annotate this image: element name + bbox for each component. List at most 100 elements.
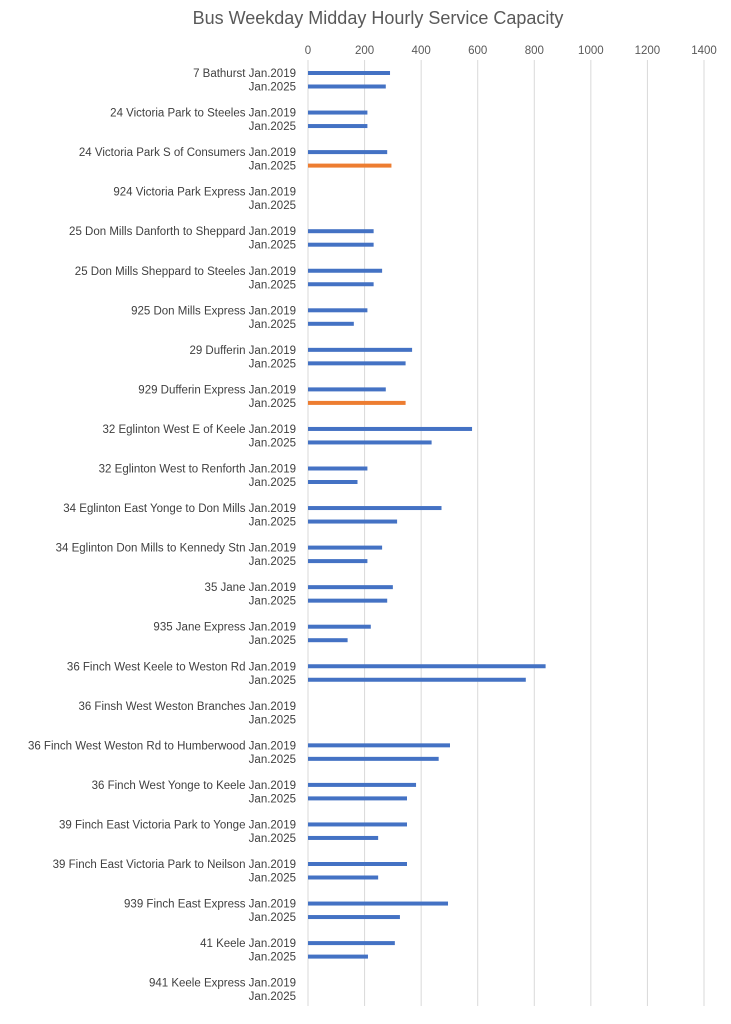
bar xyxy=(308,756,439,761)
bar xyxy=(308,308,368,313)
category-label: Jan.2025 xyxy=(249,714,296,726)
bars xyxy=(308,71,546,959)
bar xyxy=(308,387,386,392)
bar xyxy=(308,915,400,920)
category-label: Jan.2025 xyxy=(249,873,296,885)
bar xyxy=(308,466,368,471)
bar xyxy=(308,941,395,946)
category-label: Jan.2025 xyxy=(249,121,296,133)
bar xyxy=(308,150,388,155)
bar xyxy=(308,519,398,524)
bar xyxy=(308,743,450,748)
bar xyxy=(308,559,368,564)
bar xyxy=(308,347,413,352)
category-label: 939 Finch East Express Jan.2019 xyxy=(124,899,296,911)
category-label: Jan.2025 xyxy=(249,833,296,845)
bar xyxy=(308,163,392,168)
category-label: 36 Finsh West Weston Branches Jan.2019 xyxy=(78,701,296,713)
category-label: Jan.2025 xyxy=(249,279,296,291)
category-label: Jan.2025 xyxy=(249,556,296,568)
bar xyxy=(308,480,358,484)
category-label: Jan.2025 xyxy=(249,754,296,766)
bar xyxy=(308,862,407,866)
category-label: Jan.2025 xyxy=(249,952,296,964)
x-tick-label: 600 xyxy=(468,45,487,57)
category-label: Jan.2025 xyxy=(249,991,296,1003)
x-tick-label: 400 xyxy=(412,45,431,57)
x-tick-label: 200 xyxy=(355,45,374,57)
category-label: Jan.2025 xyxy=(249,200,296,212)
chart-title: Bus Weekday Midday Hourly Service Capaci… xyxy=(193,8,564,28)
category-label: 924 Victoria Park Express Jan.2019 xyxy=(113,187,296,199)
category-label: Jan.2025 xyxy=(249,675,296,687)
category-label: 25 Don Mills Danforth to Sheppard Jan.20… xyxy=(69,226,296,238)
bar xyxy=(308,624,371,629)
category-label: 35 Jane Jan.2019 xyxy=(205,582,296,594)
category-label: 929 Dufferin Express Jan.2019 xyxy=(138,384,296,396)
category-label: Jan.2025 xyxy=(249,437,296,449)
bar xyxy=(308,875,379,880)
bar xyxy=(308,242,374,247)
x-tick-label: 0 xyxy=(305,45,311,57)
bar xyxy=(308,677,526,682)
bar xyxy=(308,400,406,405)
category-label: 36 Finch West Weston Rd to Humberwood Ja… xyxy=(28,740,296,752)
category-label: 7 Bathurst Jan.2019 xyxy=(193,68,296,80)
gridlines xyxy=(307,60,705,1006)
bar xyxy=(308,782,417,787)
bar xyxy=(308,440,432,445)
category-label: 36 Finch West Yonge to Keele Jan.2019 xyxy=(92,780,296,792)
category-label: 935 Jane Express Jan.2019 xyxy=(153,622,296,634)
bar xyxy=(308,598,388,603)
category-label: 34 Eglinton Don Mills to Kennedy Stn Jan… xyxy=(56,543,296,555)
category-label: 36 Finch West Keele to Weston Rd Jan.201… xyxy=(67,661,296,673)
category-label: 29 Dufferin Jan.2019 xyxy=(189,345,296,357)
category-label: Jan.2025 xyxy=(249,319,296,331)
category-label: 25 Don Mills Sheppard to Steeles Jan.201… xyxy=(75,266,296,278)
bar xyxy=(308,638,348,643)
x-tick-label: 1200 xyxy=(635,45,661,57)
category-label: 24 Victoria Park to Steeles Jan.2019 xyxy=(110,108,296,120)
category-label: 41 Keele Jan.2019 xyxy=(200,938,296,950)
bar xyxy=(308,282,374,287)
category-label: Jan.2025 xyxy=(249,358,296,370)
bar xyxy=(308,954,368,959)
category-label: 39 Finch East Victoria Park to Yonge Jan… xyxy=(59,819,296,831)
bar xyxy=(308,229,374,234)
bar xyxy=(308,84,386,89)
category-label: Jan.2025 xyxy=(249,240,296,252)
category-label: 32 Eglinton West to Renforth Jan.2019 xyxy=(99,464,296,476)
category-label: Jan.2025 xyxy=(249,635,296,647)
category-label: Jan.2025 xyxy=(249,82,296,94)
category-label: Jan.2025 xyxy=(249,161,296,173)
x-tick-label: 1400 xyxy=(691,45,717,57)
category-label: 34 Eglinton East Yonge to Don Mills Jan.… xyxy=(63,503,296,515)
bar xyxy=(308,585,393,590)
bar xyxy=(308,268,383,273)
bar xyxy=(308,124,368,129)
bar xyxy=(308,110,368,115)
bar xyxy=(308,545,383,550)
bar xyxy=(308,901,449,906)
category-label: Jan.2025 xyxy=(249,912,296,924)
bar xyxy=(308,835,379,840)
x-tick-label: 800 xyxy=(525,45,544,57)
category-label: Jan.2025 xyxy=(249,596,296,608)
category-label: 24 Victoria Park S of Consumers Jan.2019 xyxy=(79,147,296,159)
bar xyxy=(308,321,354,326)
category-label: 925 Don Mills Express Jan.2019 xyxy=(131,305,296,317)
category-label: 32 Eglinton West E of Keele Jan.2019 xyxy=(102,424,296,436)
bar xyxy=(308,361,406,366)
category-label: 941 Keele Express Jan.2019 xyxy=(149,978,296,990)
bar xyxy=(308,506,442,511)
bar xyxy=(308,426,473,431)
category-label: Jan.2025 xyxy=(249,517,296,529)
bar xyxy=(308,822,407,827)
x-tick-label: 1000 xyxy=(578,45,604,57)
bar xyxy=(308,796,407,801)
category-label: Jan.2025 xyxy=(249,398,296,410)
x-axis-ticks: 0 200 400 600 800 1000 1200 1400 xyxy=(305,45,717,57)
category-label: Jan.2025 xyxy=(249,477,296,489)
